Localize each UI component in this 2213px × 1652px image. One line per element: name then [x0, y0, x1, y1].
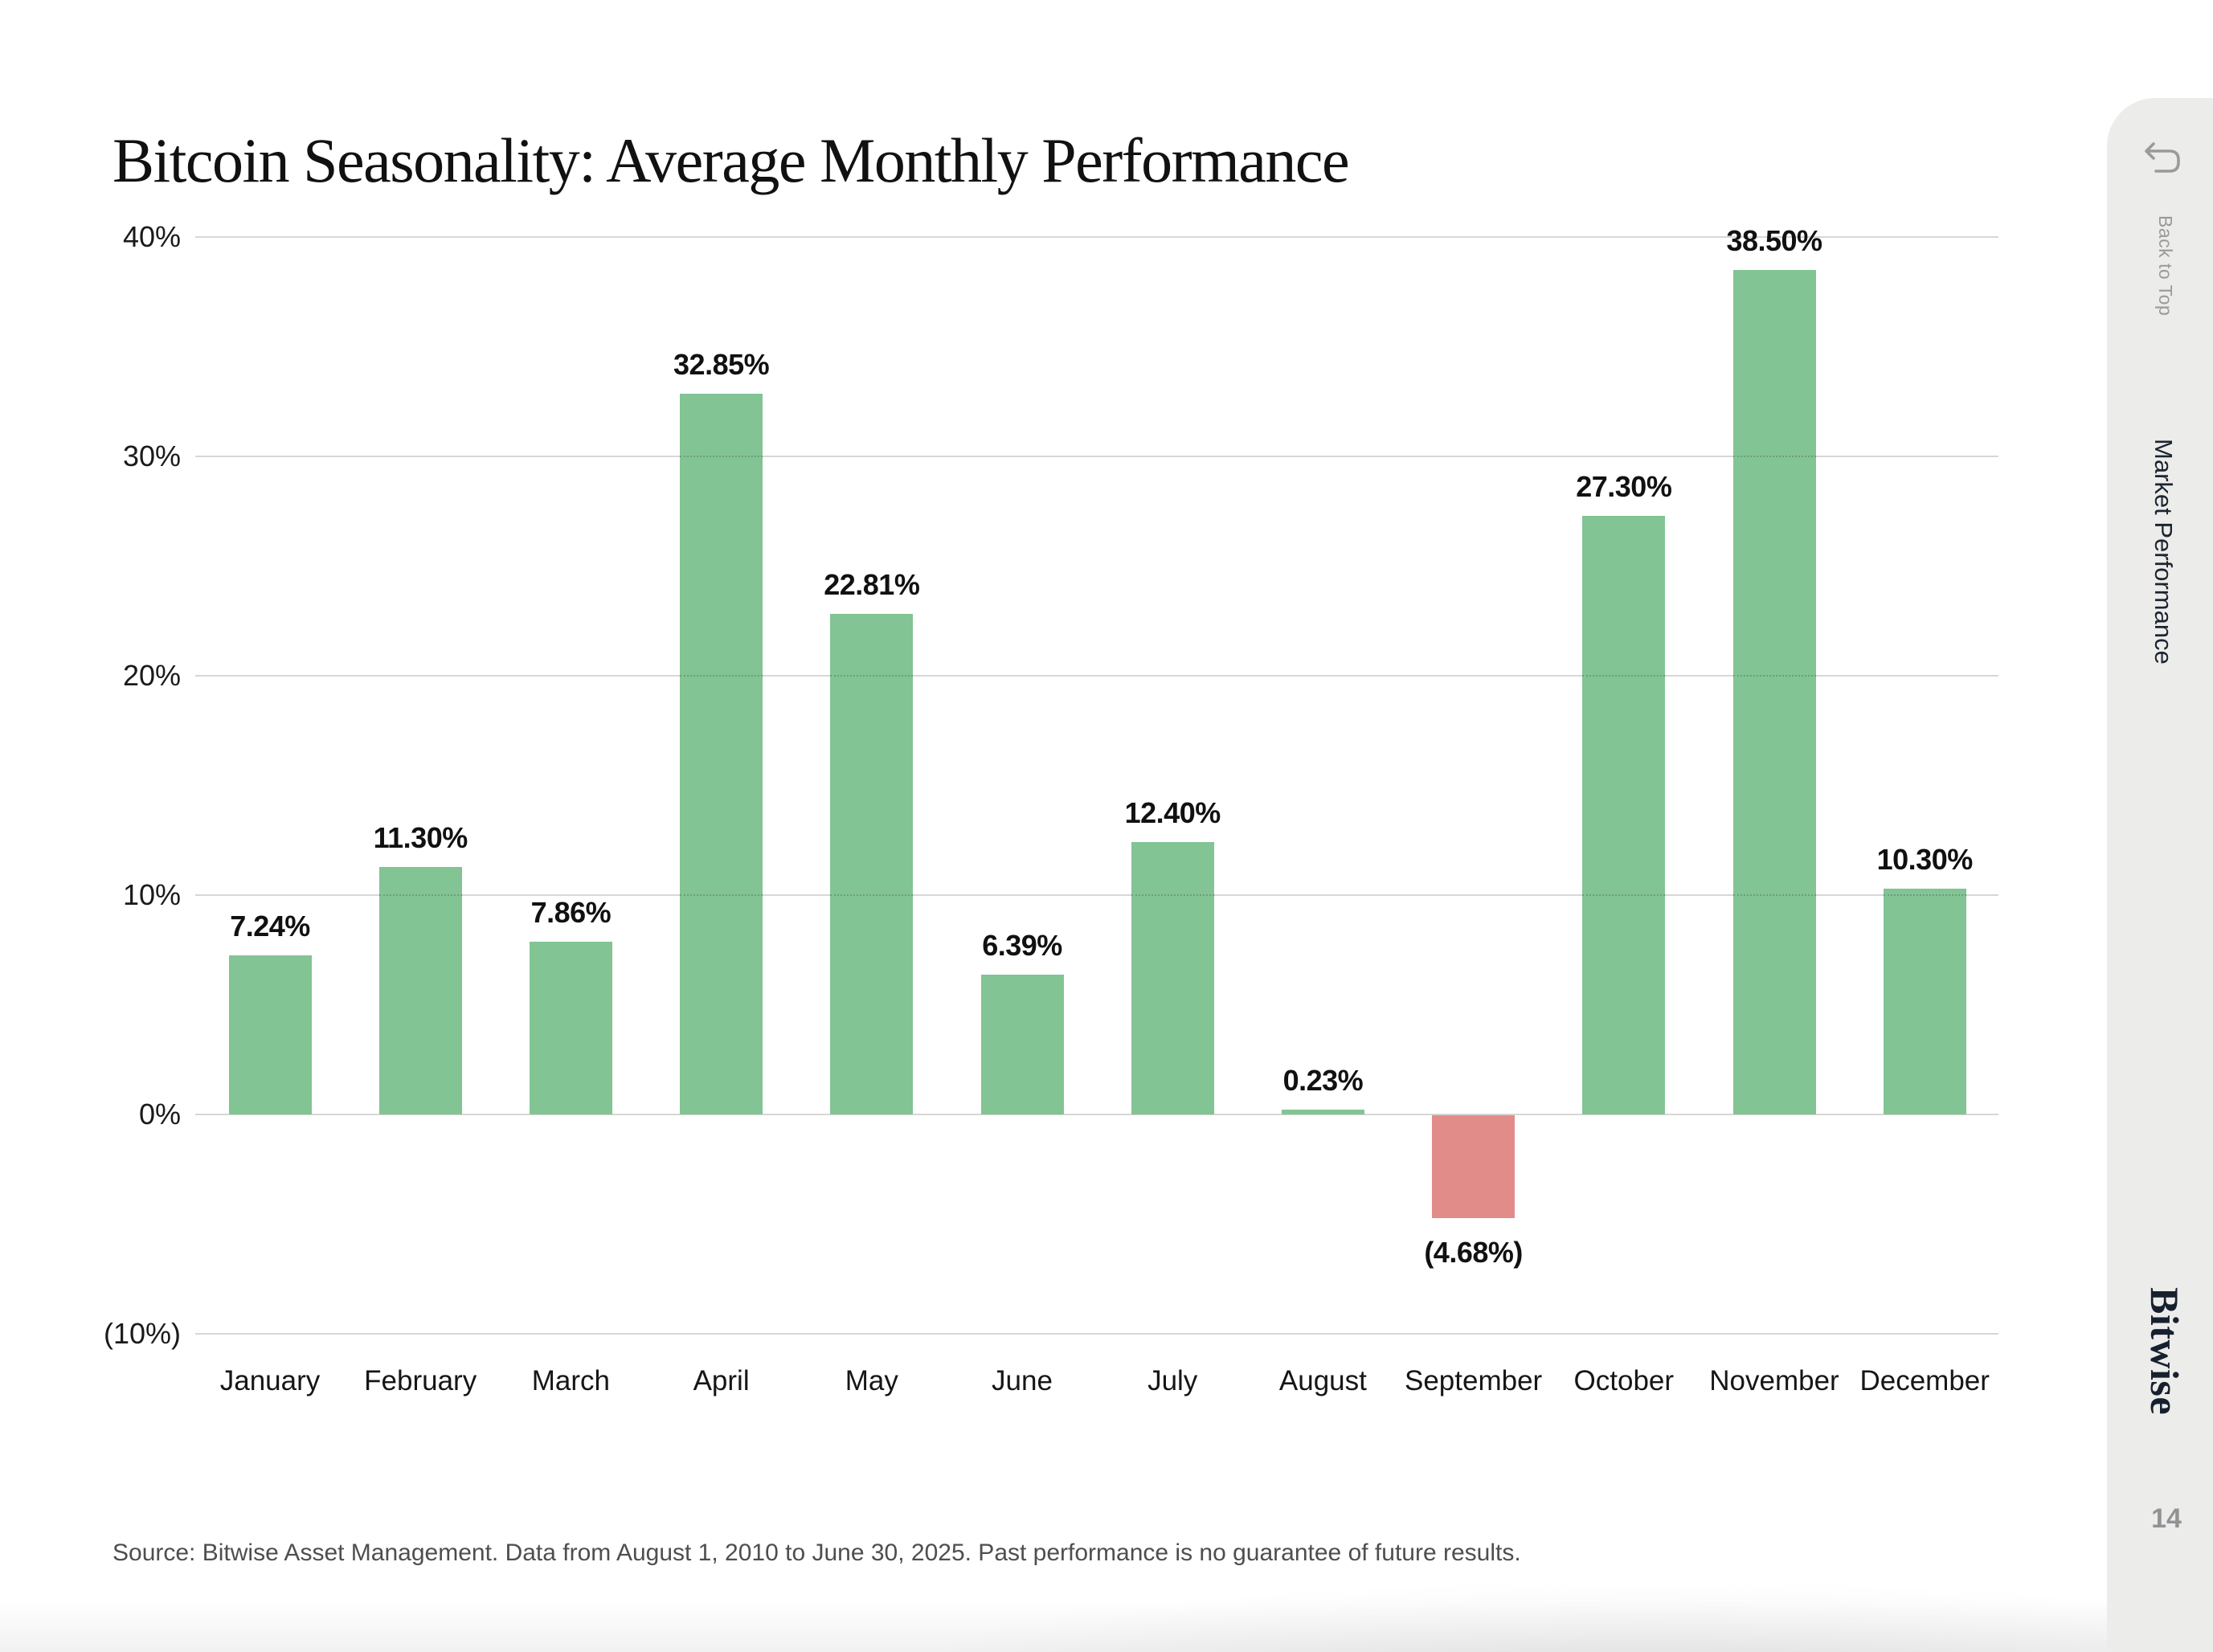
- bar-august: [1281, 1109, 1364, 1114]
- gridline-20: [195, 675, 1998, 677]
- right-sidebar: [2107, 98, 2213, 1652]
- bar-september: [1432, 1115, 1516, 1218]
- x-tick-september: September: [1404, 1365, 1543, 1396]
- gridline-dots-february-10: [378, 894, 462, 896]
- gridline-dots-may-20: [830, 675, 914, 677]
- x-tick-july: July: [1147, 1365, 1198, 1396]
- bar-february: [378, 866, 462, 1114]
- gridline-dots-november-20: [1732, 675, 1816, 677]
- corner-shadow: [902, 1580, 2107, 1652]
- bottom-shadow: [0, 1601, 2107, 1652]
- value-label-january: 7.24%: [230, 910, 310, 943]
- value-label-february: 11.30%: [373, 820, 468, 854]
- x-tick-june: June: [992, 1365, 1053, 1396]
- bar-june: [980, 974, 1064, 1114]
- value-label-april: 32.85%: [673, 348, 770, 382]
- gridline-dots-april-20: [680, 675, 763, 677]
- gridline-dots-april-30: [680, 456, 763, 457]
- bar-october: [1582, 515, 1666, 1114]
- gridline-dots-may-10: [830, 894, 914, 896]
- value-label-november: 38.50%: [1726, 223, 1822, 257]
- y-tick-label-40: 40%: [122, 220, 181, 253]
- gridline-10: [195, 894, 1998, 896]
- gridline-30: [195, 456, 1998, 457]
- value-label-march: 7.86%: [530, 896, 612, 930]
- page-title: Bitcoin Seasonality: Average Monthly Per…: [112, 125, 1350, 196]
- y-tick-label-10: 10%: [122, 878, 181, 911]
- x-tick-march: March: [531, 1365, 611, 1396]
- x-tick-october: October: [1573, 1365, 1675, 1396]
- back-to-top-button[interactable]: [2139, 137, 2187, 182]
- y-tick-label-30: 30%: [122, 440, 181, 472]
- y-tick-label--10: (10%): [103, 1317, 181, 1350]
- bar-march: [529, 942, 612, 1114]
- gridline-40: [195, 236, 1998, 238]
- bar-july: [1131, 842, 1214, 1114]
- gridline-dots-november-30: [1732, 456, 1816, 457]
- y-tick-label-20: 20%: [122, 659, 181, 692]
- value-label-august: 0.23%: [1282, 1063, 1364, 1097]
- gridline--10: [195, 1333, 1998, 1335]
- x-tick-february: February: [364, 1365, 477, 1396]
- gridline-0: [195, 1114, 1998, 1115]
- x-tick-april: April: [693, 1365, 750, 1396]
- value-label-september: (4.68%): [1424, 1235, 1523, 1269]
- value-label-july: 12.40%: [1124, 796, 1221, 830]
- gridline-dots-december-10: [1883, 894, 1966, 896]
- bar-november: [1732, 269, 1816, 1114]
- gridline-dots-october-20: [1582, 675, 1666, 677]
- x-tick-november: November: [1709, 1365, 1839, 1396]
- source-note: Source: Bitwise Asset Management. Data f…: [112, 1540, 1521, 1566]
- x-tick-december: December: [1859, 1365, 1990, 1396]
- back-to-top-label[interactable]: Back to Top: [2155, 215, 2176, 317]
- gridline-dots-july-10: [1131, 894, 1214, 896]
- value-label-may: 22.81%: [824, 568, 920, 602]
- y-tick-label-0: 0%: [138, 1098, 181, 1131]
- bar-may: [830, 614, 914, 1114]
- gridline-dots-october-10: [1582, 894, 1666, 896]
- x-tick-august: August: [1278, 1365, 1367, 1396]
- value-label-october: 27.30%: [1576, 469, 1672, 503]
- gridline-dots-november-10: [1732, 894, 1816, 896]
- bar-january: [228, 955, 312, 1114]
- bar-april: [680, 394, 763, 1114]
- gridline-dots-april-10: [680, 894, 763, 896]
- x-tick-january: January: [219, 1365, 321, 1396]
- return-arrow-icon: [2139, 142, 2184, 182]
- page-number: 14: [2151, 1503, 2182, 1534]
- x-tick-may: May: [845, 1365, 898, 1396]
- value-label-june: 6.39%: [982, 928, 1062, 962]
- sidebar-tab-market-performance[interactable]: Market Performance: [2150, 439, 2178, 664]
- value-label-december: 10.30%: [1876, 842, 1974, 876]
- bar-december: [1883, 888, 1966, 1114]
- bitwise-logo: Bitwise: [2142, 1287, 2187, 1416]
